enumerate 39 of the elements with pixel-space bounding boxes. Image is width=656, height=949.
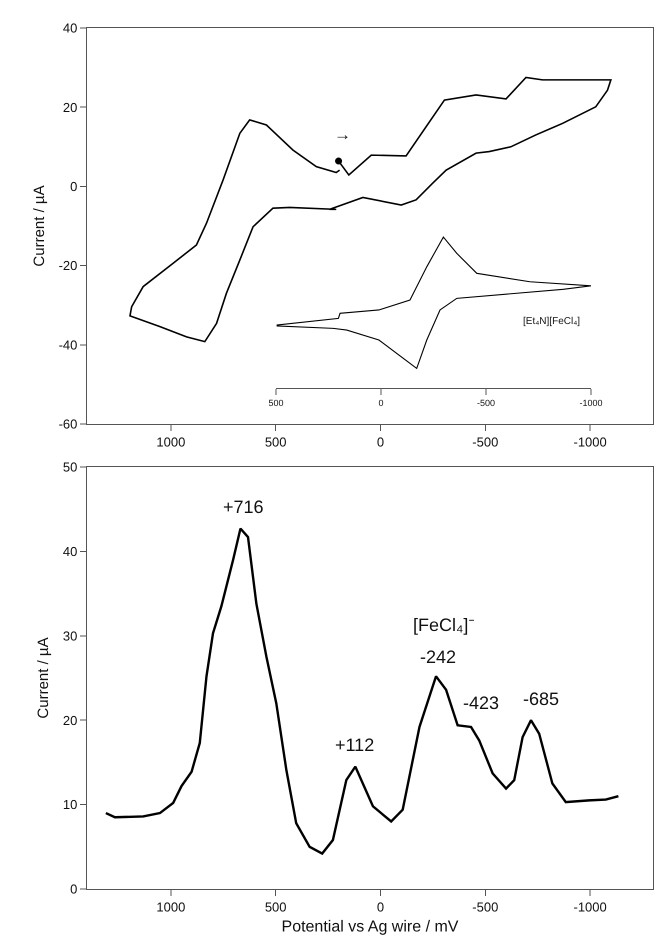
x-tick-label: 500 xyxy=(268,398,284,408)
x-tick-label: 0 xyxy=(378,398,384,408)
x-tick-label: 500 xyxy=(264,434,287,450)
y-tick-label: 50 xyxy=(62,460,78,475)
x-tick-label: -500 xyxy=(476,398,496,408)
x-tick-label: 1000 xyxy=(156,434,186,450)
y-tick-label: -60 xyxy=(58,416,78,432)
y-tick-label: 40 xyxy=(62,20,78,36)
x-tick-label: 0 xyxy=(376,434,384,450)
y-axis-title: Current / µA xyxy=(35,637,52,719)
annotation: +716 xyxy=(223,497,264,517)
x-tick-label: 500 xyxy=(264,900,287,915)
y-tick-label: 0 xyxy=(70,178,78,194)
annotation: [FeCl₄]⁻ xyxy=(413,615,474,635)
x-tick-label: -1000 xyxy=(573,434,607,450)
x-tick-label: -500 xyxy=(472,434,498,450)
y-tick-label: -40 xyxy=(58,337,78,352)
annotation: -423 xyxy=(463,693,500,713)
x-tick-label: -1000 xyxy=(573,900,607,915)
y-axis-title: Current / µA xyxy=(30,185,48,267)
x-axis-title: Potential vs Ag wire / mV xyxy=(282,918,459,936)
y-tick-label: 20 xyxy=(62,100,78,115)
line-series xyxy=(104,527,620,855)
line-series xyxy=(129,76,612,342)
x-tick-label: -500 xyxy=(472,900,498,915)
y-tick-label: 20 xyxy=(62,712,78,728)
annotation: -685 xyxy=(523,689,560,709)
y-tick-label: 30 xyxy=(62,628,78,644)
x-tick-label: 0 xyxy=(376,900,384,915)
annotation: -242 xyxy=(420,647,456,667)
x-tick-label: -1000 xyxy=(579,398,603,408)
y-tick-label: 0 xyxy=(70,882,78,897)
x-tick-label: 1000 xyxy=(156,900,186,915)
annotation: +112 xyxy=(335,735,374,755)
y-tick-label: 10 xyxy=(62,797,78,812)
annotation: [Et₄N][FeCl₄] xyxy=(523,316,580,327)
y-tick-label: 40 xyxy=(62,544,78,559)
y-tick-label: -20 xyxy=(58,258,78,274)
annotation: → xyxy=(334,125,351,144)
